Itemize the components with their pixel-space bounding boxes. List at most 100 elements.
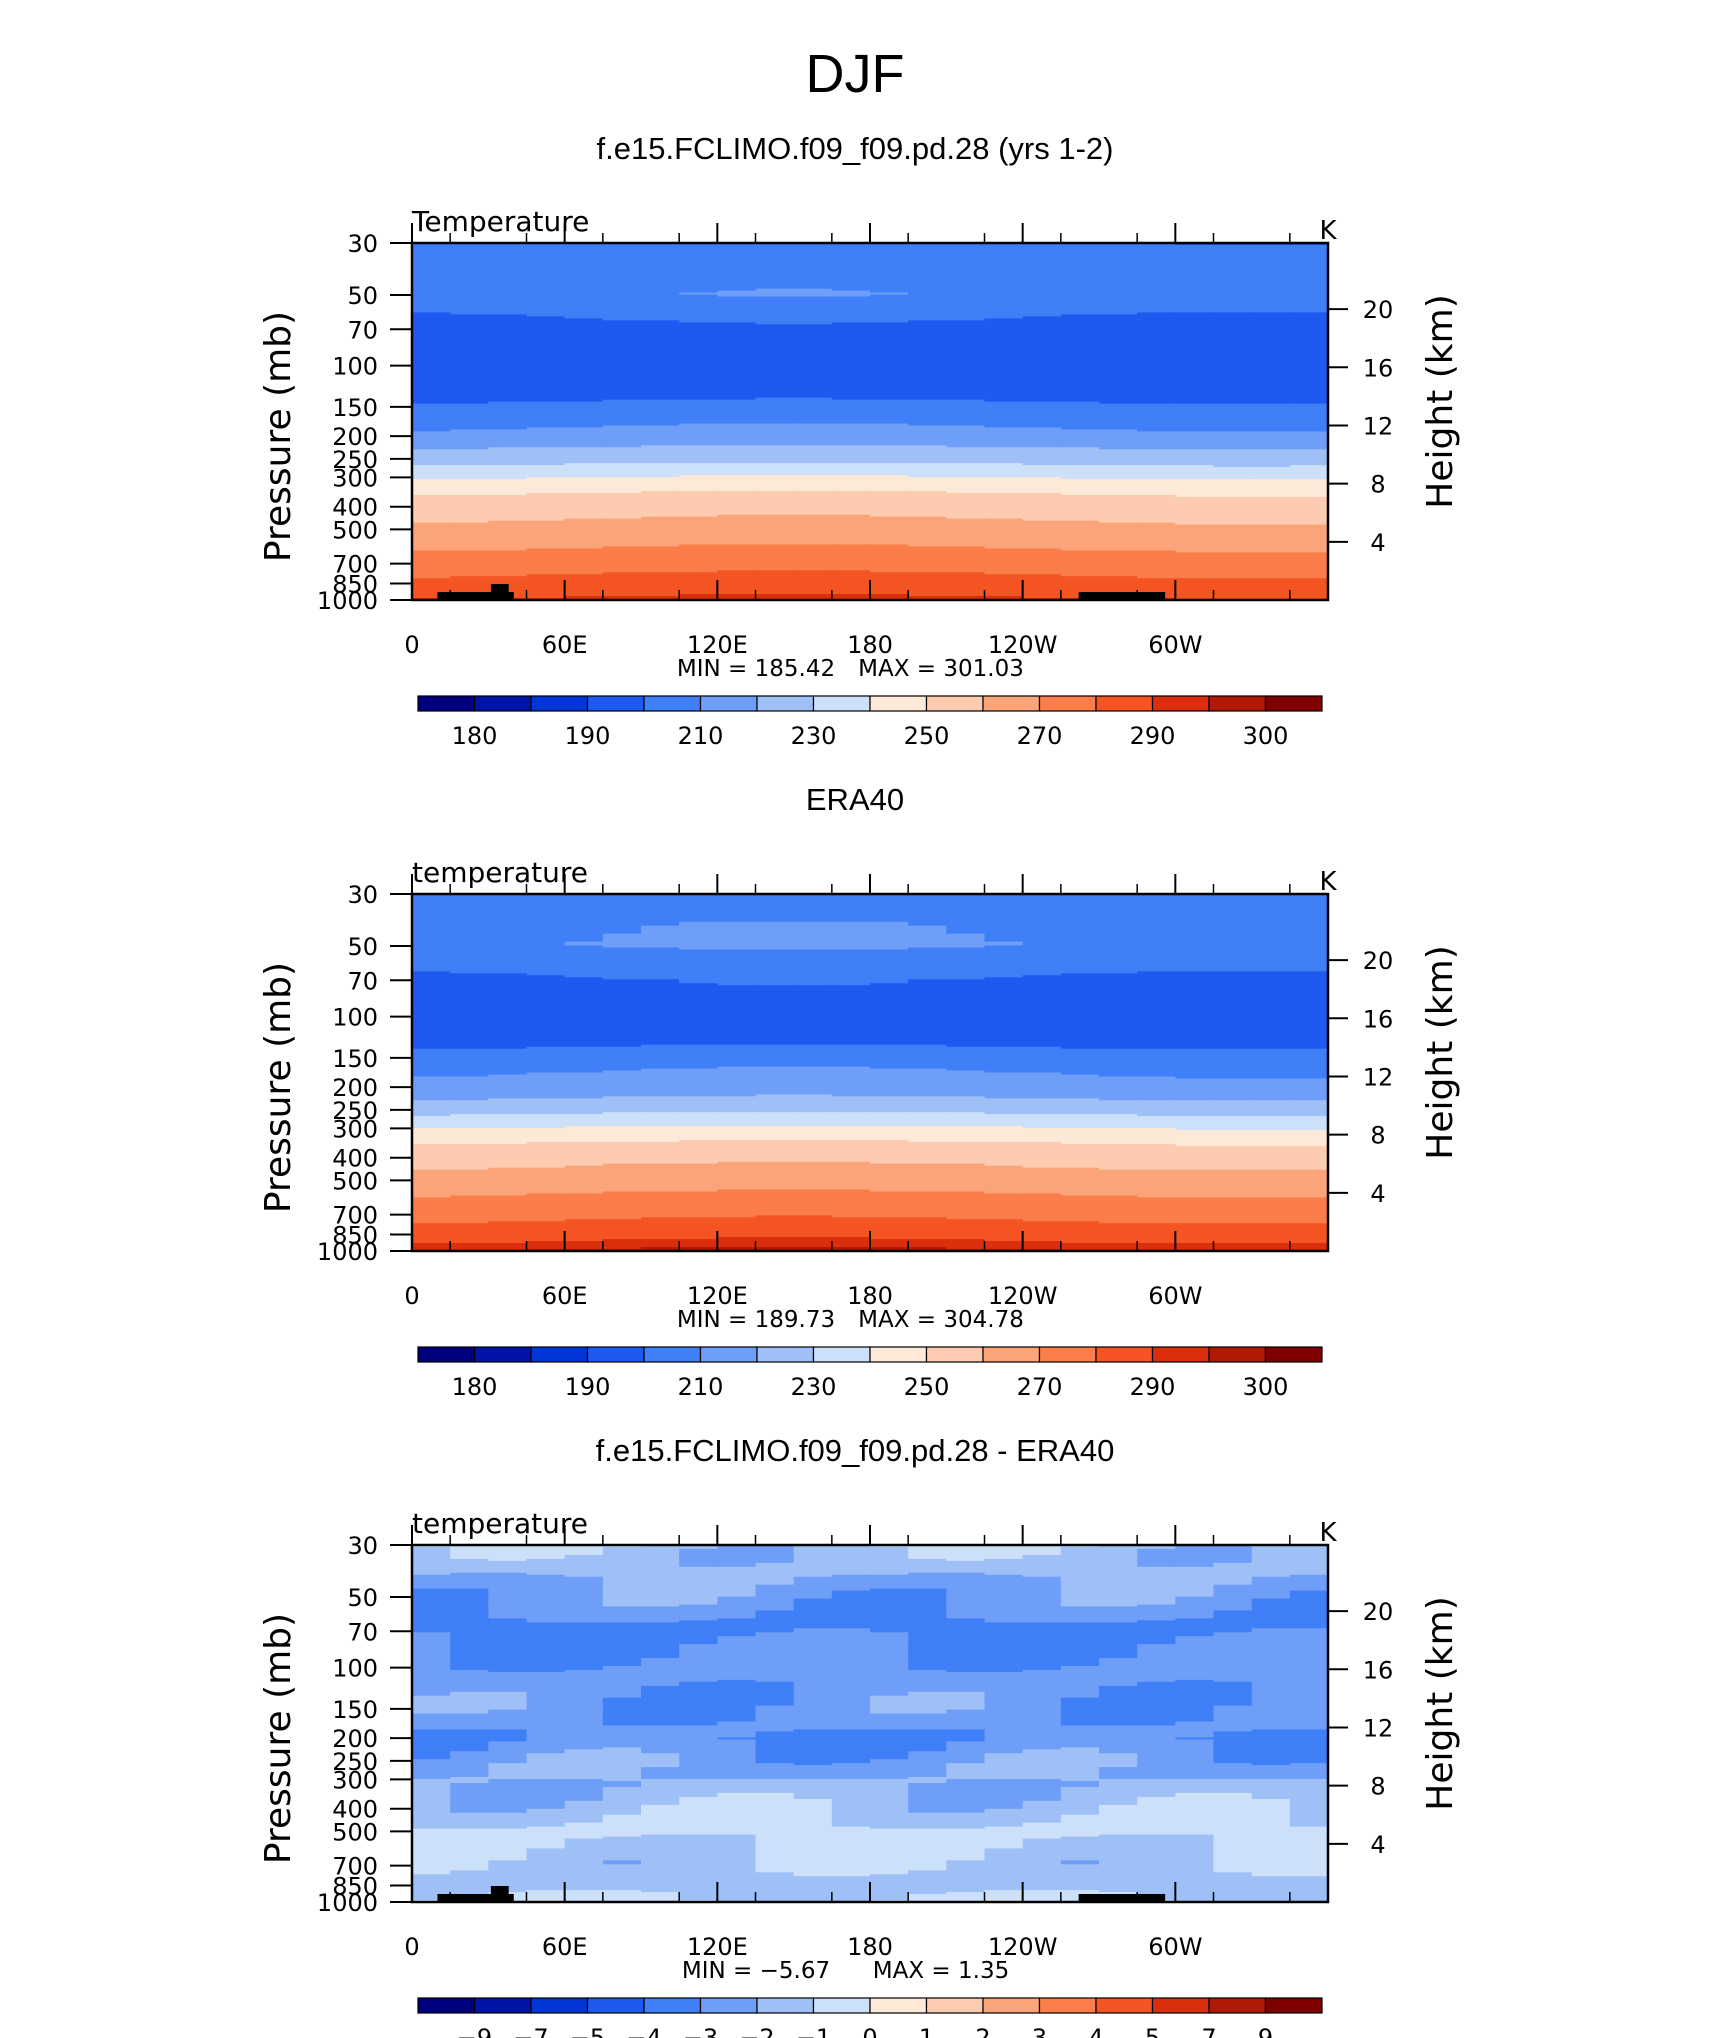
contour-cell xyxy=(1213,340,1253,343)
contour-cell xyxy=(412,502,451,506)
contour-cell xyxy=(1251,320,1291,323)
contour-cell xyxy=(412,391,451,395)
contour-cell xyxy=(1022,276,1062,280)
contour-cell xyxy=(1213,429,1253,433)
contour-cell xyxy=(946,451,986,454)
contour-cell xyxy=(870,318,909,321)
contour-cell xyxy=(1175,439,1215,442)
contour-cell xyxy=(1022,435,1062,438)
contour-cell xyxy=(679,306,718,310)
contour-cell xyxy=(793,278,833,282)
contour-cell xyxy=(526,358,566,361)
contour-cell xyxy=(526,248,566,252)
contour-cell xyxy=(755,919,795,923)
contour-cell xyxy=(1060,369,1100,373)
contour-cell xyxy=(717,508,757,512)
contour-cell xyxy=(717,328,757,331)
contour-cell xyxy=(755,471,795,474)
contour-cell xyxy=(1060,506,1100,510)
contour-cell xyxy=(1099,437,1138,440)
contour-cell xyxy=(831,937,871,941)
contour-cell xyxy=(870,455,909,458)
contour-cell xyxy=(793,362,833,365)
contour-cell xyxy=(908,538,947,542)
contour-cell xyxy=(1099,552,1138,555)
contour-cell xyxy=(488,350,528,353)
contour-cell xyxy=(1251,278,1291,282)
contour-cell xyxy=(793,421,833,425)
contour-cell xyxy=(1251,520,1291,524)
contour-cell xyxy=(1099,338,1138,341)
contour-cell xyxy=(984,564,1024,567)
contour-cell xyxy=(831,421,871,425)
contour-cell xyxy=(412,411,451,415)
contour-cell xyxy=(1289,278,1328,282)
contour-cell xyxy=(564,324,604,327)
contour-cell xyxy=(908,260,947,264)
y-tick-label: 250 xyxy=(332,446,378,474)
contour-cell xyxy=(1060,463,1100,466)
contour-cell xyxy=(870,266,909,270)
contour-cell xyxy=(717,451,757,454)
contour-cell xyxy=(908,256,947,260)
contour-cell xyxy=(1213,453,1253,456)
contour-cell xyxy=(870,379,909,383)
contour-cell xyxy=(412,352,451,355)
contour-cell xyxy=(831,582,871,585)
contour-cell xyxy=(1175,399,1215,403)
contour-cell xyxy=(755,449,795,452)
contour-cell xyxy=(641,461,680,464)
contour-cell xyxy=(793,502,833,506)
contour-cell xyxy=(412,907,451,911)
contour-cell xyxy=(602,308,642,312)
contour-cell xyxy=(679,443,718,446)
contour-cell xyxy=(1137,250,1176,254)
contour-cell xyxy=(908,252,947,256)
contour-cell xyxy=(870,427,909,431)
contour-cell xyxy=(831,439,871,442)
contour-cell xyxy=(1213,270,1253,274)
contour-cell xyxy=(870,373,909,377)
contour-cell xyxy=(602,250,642,254)
contour-cell xyxy=(870,500,909,504)
contour-cell xyxy=(1022,403,1062,407)
contour-cell xyxy=(755,447,795,450)
contour-cell xyxy=(831,405,871,409)
contour-cell xyxy=(1175,469,1215,472)
contour-cell xyxy=(602,937,642,941)
contour-cell xyxy=(1060,528,1100,532)
contour-cell xyxy=(641,512,680,516)
contour-cell xyxy=(1175,919,1215,923)
contour-cell xyxy=(1289,429,1328,433)
contour-cell xyxy=(1060,403,1100,407)
contour-cell xyxy=(450,937,489,941)
contour-cell xyxy=(755,407,795,411)
contour-cell xyxy=(1289,925,1328,929)
contour-cell xyxy=(564,894,604,897)
contour-cell xyxy=(984,528,1024,532)
contour-cell xyxy=(1251,445,1291,448)
contour-cell xyxy=(488,534,528,538)
contour-cell xyxy=(1251,405,1291,409)
contour-cell xyxy=(488,377,528,381)
contour-cell xyxy=(1213,415,1253,419)
contour-cell xyxy=(1099,514,1138,518)
contour-cell xyxy=(488,580,528,583)
contour-cell xyxy=(1251,518,1291,522)
contour-cell xyxy=(1175,576,1215,579)
contour-cell xyxy=(412,498,451,502)
contour-cell xyxy=(1137,917,1176,921)
contour-cell xyxy=(908,405,947,409)
contour-cell xyxy=(831,308,871,312)
contour-cell xyxy=(908,344,947,347)
contour-cell xyxy=(526,401,566,405)
contour-cell xyxy=(564,441,604,444)
contour-cell xyxy=(526,457,566,460)
contour-cell xyxy=(526,377,566,381)
contour-cell xyxy=(450,300,489,304)
contour-cell xyxy=(679,433,718,436)
contour-cell xyxy=(1213,385,1253,389)
contour-cell xyxy=(641,588,680,591)
contour-cell xyxy=(1213,496,1253,500)
contour-cell xyxy=(1175,530,1215,534)
